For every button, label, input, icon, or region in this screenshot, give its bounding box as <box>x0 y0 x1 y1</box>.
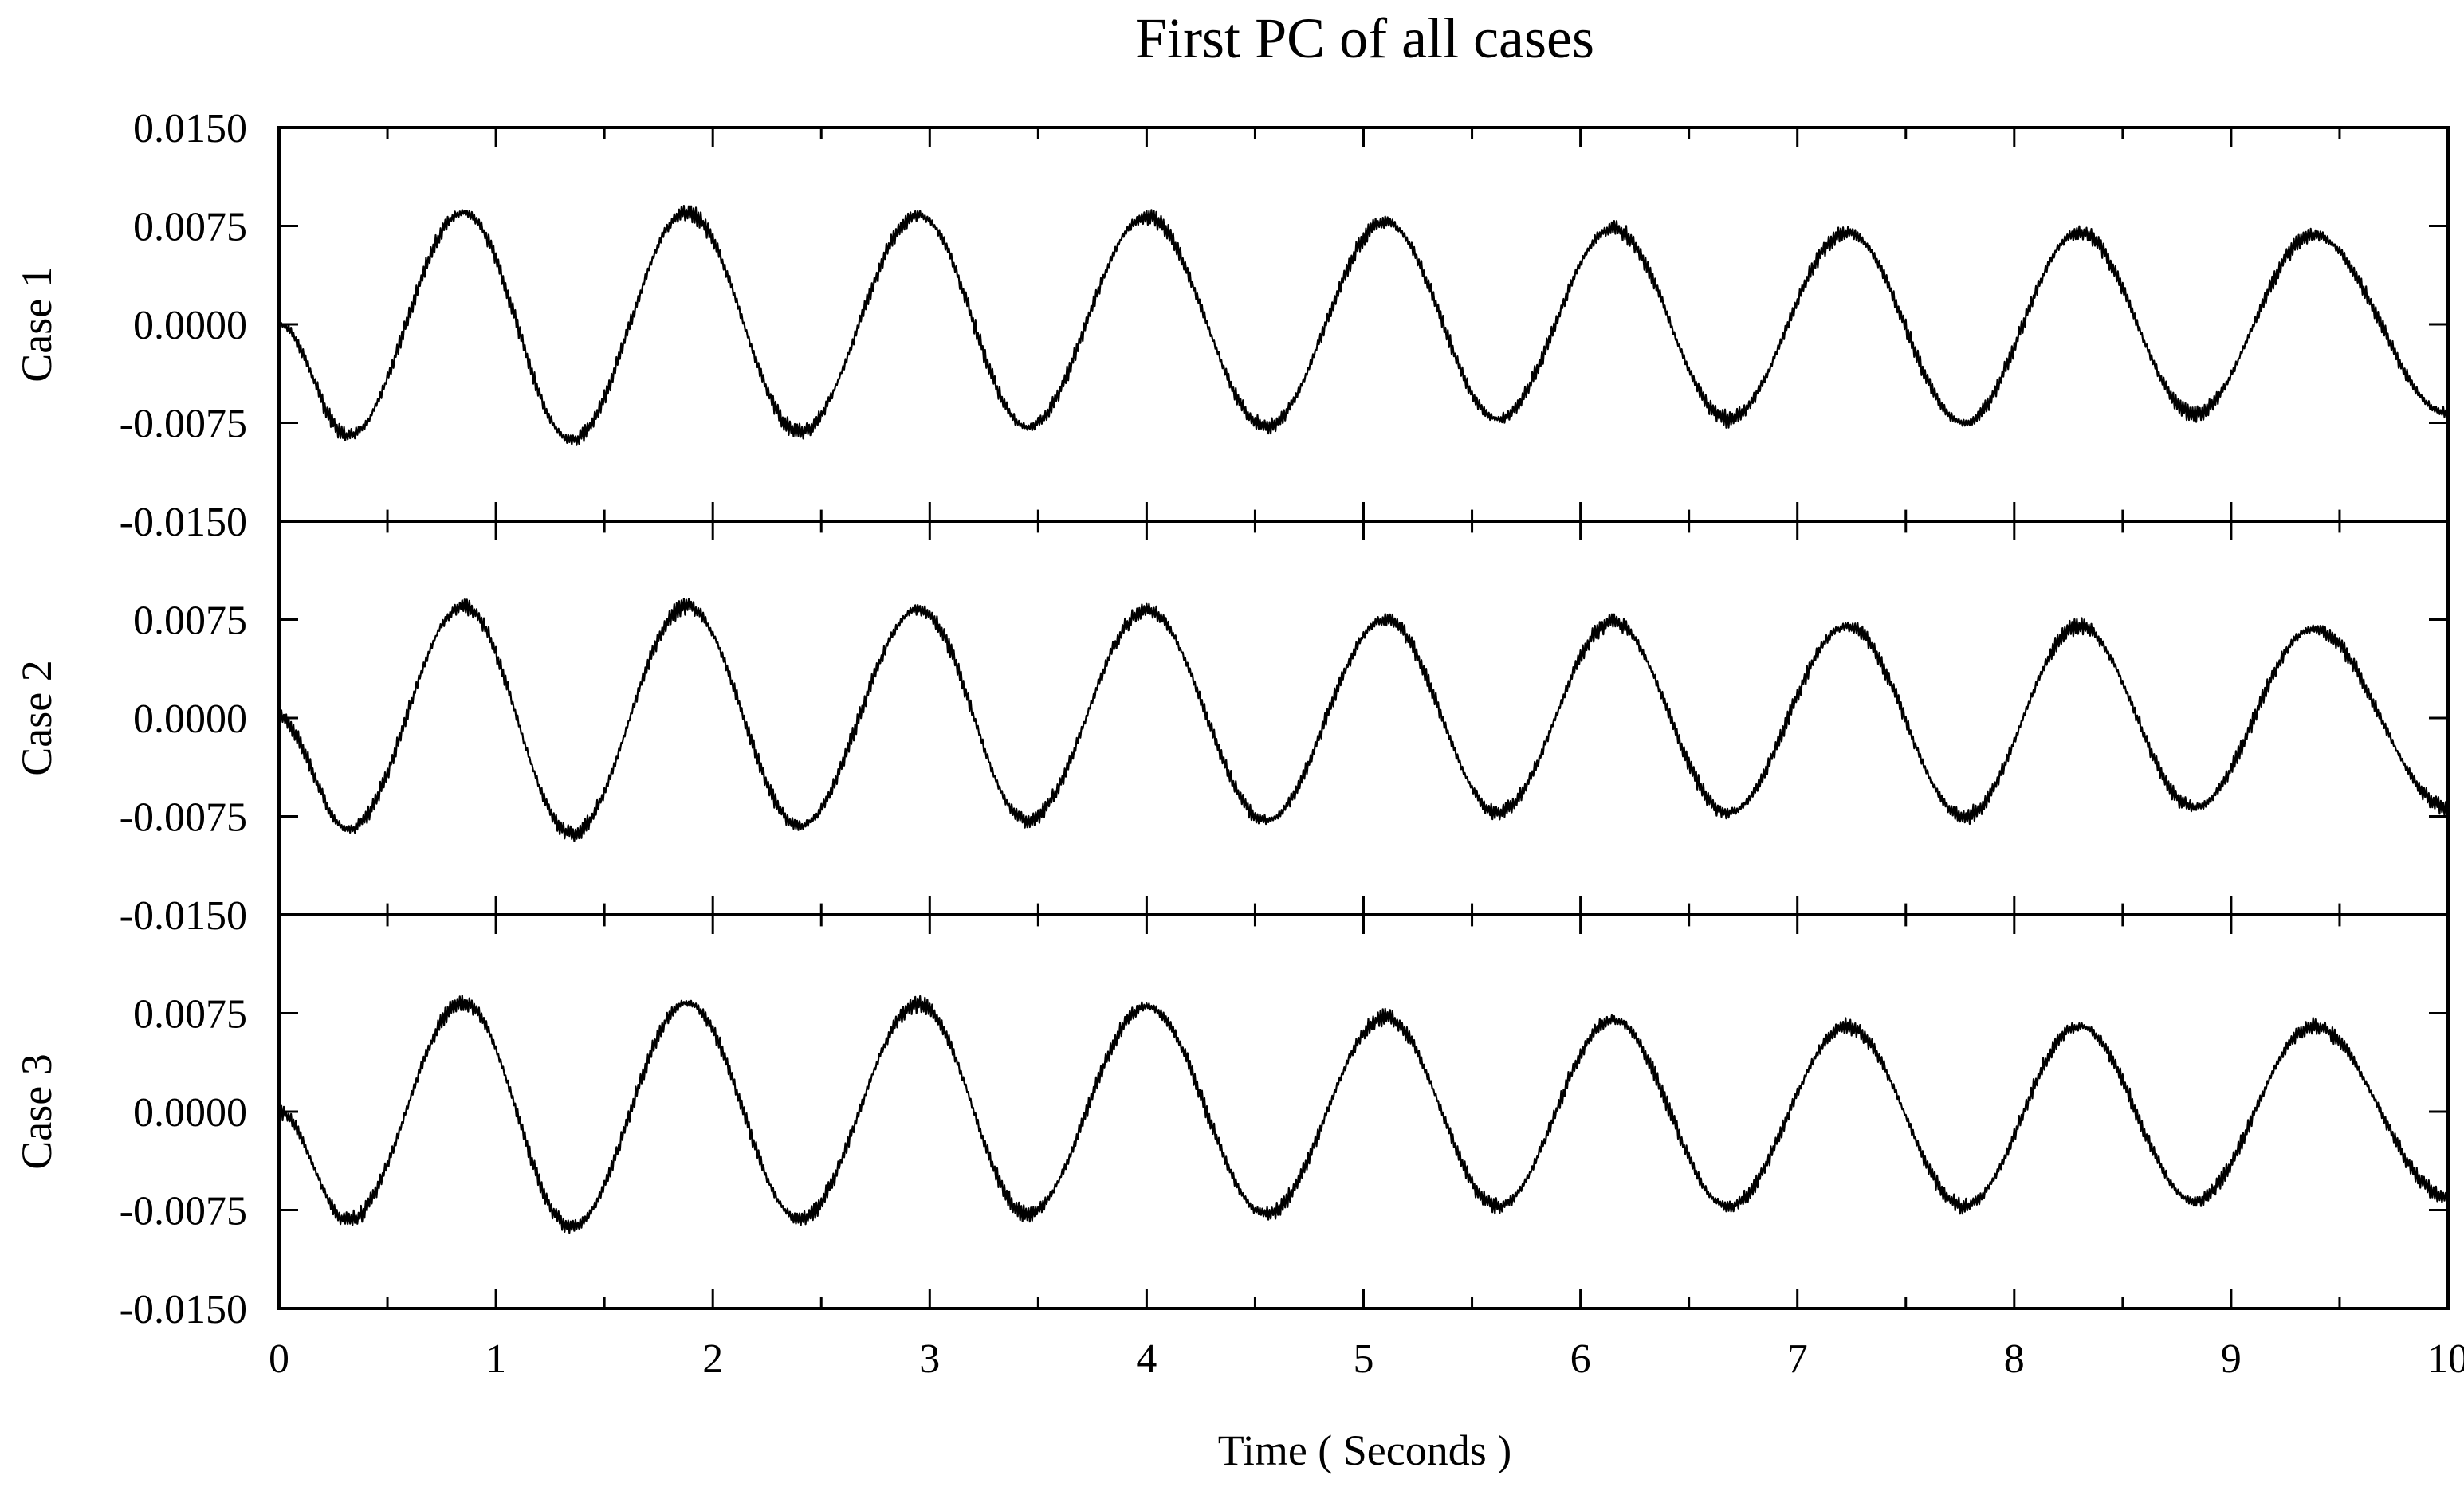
series-line-case-2 <box>277 598 2450 842</box>
x-tick-label: 1 <box>485 1336 506 1382</box>
y-tick-label: 0.0000 <box>133 303 247 348</box>
x-tick-label: 10 <box>2427 1336 2464 1382</box>
y-axis-title: Case 1 <box>13 266 61 382</box>
x-axis: 0 1 2 3 4 5 6 7 8 9 10 <box>269 1336 2464 1382</box>
x-tick-label: 8 <box>2004 1336 2025 1382</box>
y-tick-label: 0.0075 <box>133 205 247 250</box>
y-tick-label: 0.0075 <box>133 992 247 1038</box>
x-tick-label: 6 <box>1570 1336 1591 1382</box>
x-tick-label: 0 <box>269 1336 289 1382</box>
panel-case-3: 0.0075 0.0000 -0.0075 -0.0150 Case 3 <box>13 913 2450 1332</box>
y-axis-title: Case 3 <box>13 1053 61 1169</box>
x-tick-label: 2 <box>702 1336 723 1382</box>
y-tick-label: 0.0075 <box>133 598 247 644</box>
series-line-case-3 <box>277 994 2450 1234</box>
series-line-case-1 <box>277 205 2450 446</box>
x-axis-title: Time ( Seconds ) <box>1218 1426 1512 1474</box>
y-axis-title: Case 2 <box>13 660 61 775</box>
y-tick-label: 0.0000 <box>133 696 247 742</box>
y-tick-label: 0.0150 <box>133 106 247 151</box>
x-tick-label: 5 <box>1354 1336 1374 1382</box>
y-tick-label: -0.0075 <box>120 795 247 841</box>
panels: 0.0150 0.0075 0.0000 -0.0075 -0.0150 Case 1 0.… <box>13 106 2450 1332</box>
x-tick-label: 4 <box>1136 1336 1157 1382</box>
y-tick-label: -0.0075 <box>120 1189 247 1234</box>
y-tick-label: -0.0150 <box>120 893 247 939</box>
x-tick-label: 7 <box>1787 1336 1808 1382</box>
y-tick-label: -0.0150 <box>120 500 247 545</box>
chart-title: First PC of all cases <box>1135 6 1594 70</box>
y-tick-label: -0.0075 <box>120 402 247 447</box>
x-tick-label: 9 <box>2221 1336 2242 1382</box>
x-tick-label: 3 <box>919 1336 940 1382</box>
y-tick-label: 0.0000 <box>133 1090 247 1136</box>
panel-case-2: 0.0075 0.0000 -0.0075 -0.0150 Case 2 <box>13 520 2450 939</box>
y-tick-label: -0.0150 <box>120 1287 247 1332</box>
